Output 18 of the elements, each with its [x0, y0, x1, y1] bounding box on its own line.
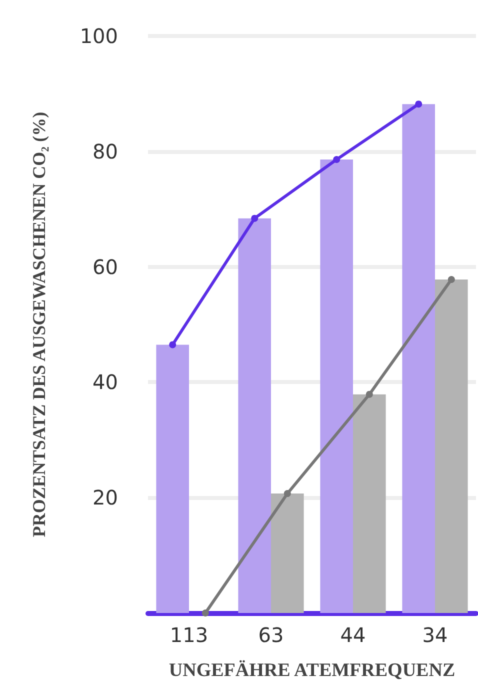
x-tick-label: 34 [422, 623, 448, 647]
y-tick-label: 20 [92, 486, 118, 510]
x-tick-label: 113 [170, 623, 208, 647]
x-tick-label: 63 [258, 623, 284, 647]
bar [353, 394, 386, 613]
y-axis-title: PROZENTSATZ DES AUSGEWASCHENEN CO₂ (%) [29, 112, 49, 538]
x-tick-label: 44 [340, 623, 366, 647]
bar [156, 344, 189, 613]
bar [271, 494, 304, 613]
bar [320, 159, 353, 613]
bar [402, 104, 435, 613]
x-axis-title: UNGEFÄHRE ATEMFREQUENZ [168, 660, 456, 681]
bar [435, 279, 468, 613]
y-tick-label: 100 [80, 24, 118, 48]
bar [238, 218, 271, 613]
y-tick-label: 40 [92, 370, 118, 394]
y-tick-label: 80 [92, 139, 118, 164]
y-tick-label: 60 [92, 254, 118, 279]
